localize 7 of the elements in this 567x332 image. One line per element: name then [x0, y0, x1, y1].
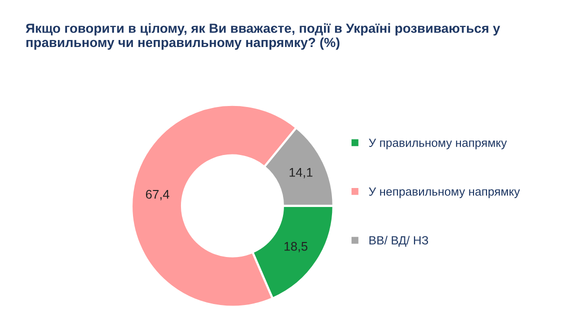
data-label: 14,1	[290, 168, 312, 178]
legend-label: ВВ/ ВД/ НЗ	[370, 236, 428, 247]
data-label: 67,4	[146, 190, 170, 200]
legend-label: У правильному напрямку	[368, 138, 507, 150]
chart-title: Якщо говорити в цілому, як Ви вважаєте, події в Україні розвиваються у правильному чи неправильному напрямку? (%)	[26, 23, 500, 50]
legend-label: У неправильному напрямку	[368, 187, 520, 198]
data-label: 18,5	[284, 242, 308, 252]
